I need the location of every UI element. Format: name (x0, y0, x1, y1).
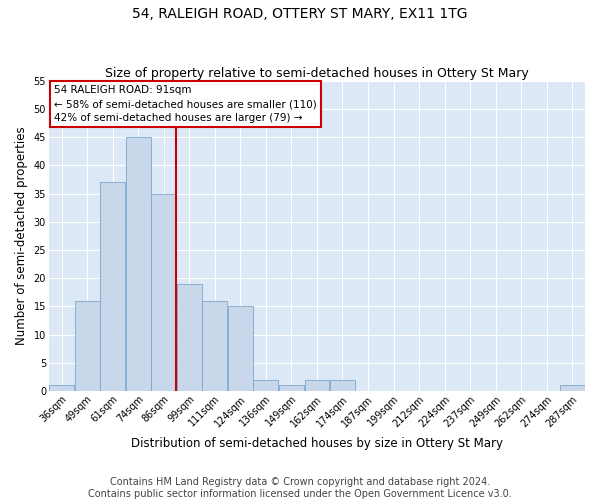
Bar (151, 194, 176, 391)
Bar (228, 306, 253, 391)
Y-axis label: Number of semi-detached properties: Number of semi-detached properties (15, 126, 28, 345)
Title: Size of property relative to semi-detached houses in Ottery St Mary: Size of property relative to semi-detach… (105, 66, 529, 80)
Bar (177, 284, 202, 391)
Bar (75, 300, 100, 391)
Bar (330, 380, 355, 391)
Bar (126, 137, 151, 391)
Bar (202, 300, 227, 391)
Bar (279, 386, 304, 391)
Bar (100, 182, 125, 391)
Bar (49, 386, 74, 391)
Text: Contains HM Land Registry data © Crown copyright and database right 2024.
Contai: Contains HM Land Registry data © Crown c… (88, 478, 512, 499)
Bar (560, 386, 584, 391)
Text: 54, RALEIGH ROAD, OTTERY ST MARY, EX11 1TG: 54, RALEIGH ROAD, OTTERY ST MARY, EX11 1… (132, 8, 468, 22)
Text: 54 RALEIGH ROAD: 91sqm
← 58% of semi-detached houses are smaller (110)
42% of se: 54 RALEIGH ROAD: 91sqm ← 58% of semi-det… (54, 86, 317, 124)
X-axis label: Distribution of semi-detached houses by size in Ottery St Mary: Distribution of semi-detached houses by … (131, 437, 503, 450)
Bar (253, 380, 278, 391)
Bar (305, 380, 329, 391)
